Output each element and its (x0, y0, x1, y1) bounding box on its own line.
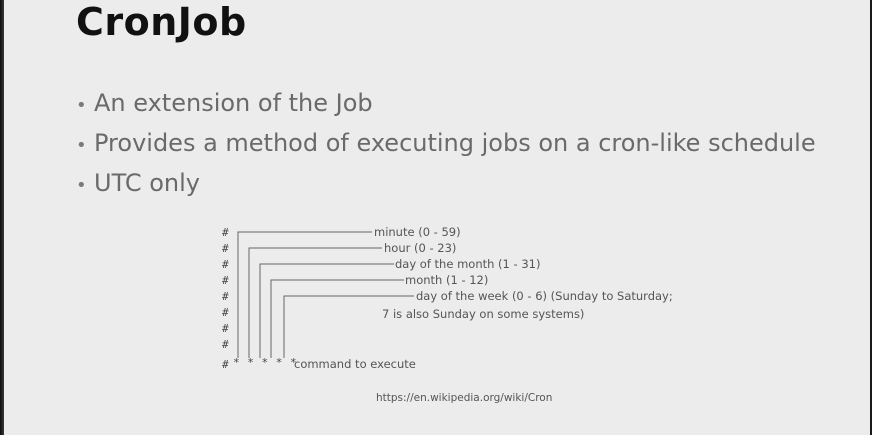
month-connector (270, 279, 404, 358)
bullet-text: An extension of the Job (94, 89, 373, 117)
comment-hash: # (222, 338, 229, 351)
hour-connector (248, 247, 382, 358)
comment-hash: # (222, 306, 229, 319)
cron-syntax-diagram: # # # # # # # # # minute (0 - 59) hour (… (222, 225, 673, 371)
bullet-item: • An extension of the Job (76, 84, 816, 124)
day-of-week-connector (283, 295, 414, 358)
comment-hash: # (222, 322, 229, 335)
bullet-dot-icon: • (76, 135, 87, 156)
comment-hash: # (222, 290, 229, 303)
field-month-label: month (1 - 12) (405, 273, 488, 287)
command-label: command to execute (294, 357, 416, 371)
schedule-asterisks: * * * * * (233, 356, 297, 369)
day-of-month-connector (259, 263, 394, 358)
field-day-of-week-note: 7 is also Sunday on some systems) (382, 307, 584, 321)
field-day-of-month-label: day of the month (1 - 31) (395, 257, 540, 271)
bullet-dot-icon: • (76, 95, 87, 116)
bullet-dot-icon: • (76, 175, 87, 196)
window-left-edge (0, 0, 4, 435)
comment-hash: # (222, 242, 229, 255)
comment-hash: # (222, 258, 229, 271)
presentation-slide: CronJob • An extension of the Job • Provid… (4, 0, 870, 435)
field-day-of-week-label: day of the week (0 - 6) (Sunday to Satur… (416, 289, 673, 303)
comment-hash: # (222, 274, 229, 287)
slide-title: CronJob (76, 0, 247, 44)
source-link[interactable]: https://en.wikipedia.org/wiki/Cron (376, 392, 553, 404)
comment-hash: # (222, 226, 229, 239)
field-minute-label: minute (0 - 59) (374, 225, 461, 239)
bullet-list: • An extension of the Job • Provides a met… (76, 84, 816, 204)
field-hour-label: hour (0 - 23) (384, 241, 456, 255)
bullet-item: • Provides a method of executing jobs on … (76, 124, 816, 164)
minute-connector (237, 231, 372, 358)
bullet-item: • UTC only (76, 164, 816, 204)
comment-hash: # (222, 358, 229, 371)
bullet-text: Provides a method of executing jobs on a… (94, 129, 816, 157)
bullet-text: UTC only (94, 169, 200, 197)
